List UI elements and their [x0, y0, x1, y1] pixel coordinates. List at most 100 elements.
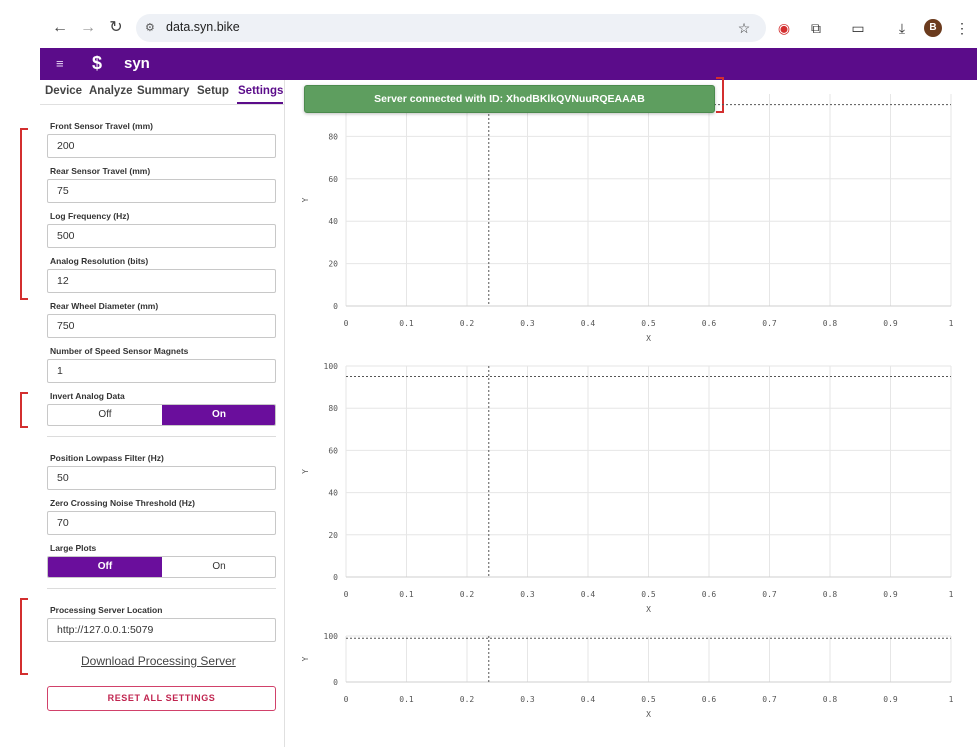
lowpass-label: Position Lowpass Filter (Hz)	[50, 453, 164, 463]
divider	[47, 436, 276, 437]
tab-search-icon[interactable]: ▭	[851, 20, 865, 36]
tab-settings[interactable]: Settings	[238, 85, 284, 97]
x-tick-label: 0.1	[399, 695, 414, 704]
tab-summary[interactable]: Summary	[137, 85, 190, 97]
invert-analog-off-option[interactable]: Off	[98, 409, 112, 420]
x-tick-label: 0.3	[520, 695, 535, 704]
x-tick-label: 0.2	[460, 590, 475, 599]
y-tick-label: 100	[324, 632, 339, 641]
y-axis-title: Y	[301, 197, 310, 202]
x-tick-label: 0.9	[883, 319, 898, 328]
kebab-menu-icon[interactable]: ⋮	[955, 20, 969, 36]
reload-icon[interactable]: ↻	[109, 19, 123, 36]
x-tick-label: 0.6	[702, 319, 717, 328]
x-tick-label: 1	[949, 590, 954, 599]
hamburger-menu-icon[interactable]: ≡	[56, 56, 64, 71]
front-travel-label: Front Sensor Travel (mm)	[50, 121, 153, 131]
zero-crossing-label: Zero Crossing Noise Threshold (Hz)	[50, 498, 195, 508]
annotation-bracket	[20, 128, 28, 300]
address-bar[interactable]: ⚙ data.syn.bike	[136, 14, 766, 42]
rear-travel-label: Rear Sensor Travel (mm)	[50, 166, 151, 176]
x-tick-label: 0.4	[581, 319, 596, 328]
server-location-label: Processing Server Location	[50, 605, 163, 615]
rear-wheel-diameter-input[interactable]: 750	[47, 314, 276, 338]
forward-arrow-icon[interactable]: →	[80, 19, 96, 36]
star-icon[interactable]: ☆	[737, 20, 751, 36]
x-tick-label: 0.4	[581, 695, 596, 704]
x-tick-label: 0.3	[520, 590, 535, 599]
browser-toolbar: ← → ↻ ⚙ data.syn.bike ☆ ◉ ⧉ ▭ ⤓ B ⋮	[40, 8, 977, 48]
large-plots-label: Large Plots	[50, 543, 97, 553]
annotation-bracket	[20, 598, 28, 675]
profile-avatar[interactable]: B	[924, 19, 942, 37]
y-tick-label: 60	[328, 446, 338, 455]
rear-wheel-diameter-label: Rear Wheel Diameter (mm)	[50, 301, 159, 311]
large-plots-on-option[interactable]: On	[212, 561, 226, 572]
zero-crossing-input[interactable]: 70	[47, 511, 276, 535]
back-arrow-icon[interactable]: ←	[52, 19, 68, 36]
y-tick-label: 80	[328, 132, 338, 141]
y-tick-label: 0	[333, 302, 338, 311]
reset-all-settings-button[interactable]: RESET ALL SETTINGS	[47, 686, 276, 711]
y-axis-title: Y	[301, 469, 310, 474]
extension-record-icon[interactable]: ◉	[777, 20, 791, 36]
analog-resolution-label: Analog Resolution (bits)	[50, 256, 149, 266]
logo-text: syn	[124, 55, 150, 72]
x-tick-label: 0.6	[702, 695, 717, 704]
lowpass-input[interactable]: 50	[47, 466, 276, 490]
extensions-puzzle-icon[interactable]: ⧉	[811, 20, 821, 36]
tab-setup[interactable]: Setup	[197, 85, 229, 97]
annotation-bracket	[716, 77, 724, 113]
x-tick-label: 0	[344, 590, 349, 599]
x-tick-label: 0.5	[641, 695, 656, 704]
x-tick-label: 0.9	[883, 695, 898, 704]
plots-area: 0 0.1 0.2 0.3 0.4 0.5 0.6 0.7 0.8 0.9 1 0 20 40 60 80 X Y…	[286, 80, 977, 747]
x-tick-label: 0.1	[399, 590, 414, 599]
url-text: data.syn.bike	[166, 20, 240, 34]
active-tab-indicator	[237, 102, 283, 104]
x-axis-title: X	[646, 334, 651, 343]
log-frequency-label: Log Frequency (Hz)	[50, 211, 130, 221]
front-travel-input[interactable]: 200	[47, 134, 276, 158]
tab-analyze[interactable]: Analyze	[89, 85, 133, 97]
x-tick-label: 0.7	[762, 319, 777, 328]
speed-magnets-label: Number of Speed Sensor Magnets	[50, 346, 189, 356]
y-tick-label: 60	[328, 175, 338, 184]
x-tick-label: 1	[949, 695, 954, 704]
y-axis-title: Y	[301, 656, 310, 661]
app-header: ≡ $ syn	[40, 48, 977, 80]
x-tick-label: 0.1	[399, 319, 414, 328]
syn-logo-icon: $	[92, 53, 103, 73]
y-tick-label: 80	[328, 404, 338, 413]
speed-magnets-input[interactable]: 1	[47, 359, 276, 383]
x-tick-label: 0.5	[641, 319, 656, 328]
x-tick-label: 0.9	[883, 590, 898, 599]
x-tick-label: 0.7	[762, 695, 777, 704]
server-location-input[interactable]: http://127.0.0.1:5079	[47, 618, 276, 642]
x-tick-label: 0	[344, 695, 349, 704]
x-tick-label: 0.2	[460, 319, 475, 328]
rear-travel-input[interactable]: 75	[47, 179, 276, 203]
invert-analog-label: Invert Analog Data	[50, 391, 125, 401]
log-frequency-input[interactable]: 500	[47, 224, 276, 248]
site-settings-icon[interactable]: ⚙	[145, 22, 155, 34]
large-plots-toggle[interactable]: Off On	[47, 556, 276, 578]
x-tick-label: 0.7	[762, 590, 777, 599]
large-plots-off-option[interactable]: Off	[48, 557, 162, 577]
invert-analog-toggle[interactable]: Off On	[47, 404, 276, 426]
x-tick-label: 0.8	[823, 590, 838, 599]
y-tick-label: 20	[328, 531, 338, 540]
x-tick-label: 0.4	[581, 590, 596, 599]
download-icon[interactable]: ⤓	[898, 20, 906, 36]
annotation-bracket	[20, 392, 28, 428]
x-tick-label: 1	[949, 319, 954, 328]
tab-device[interactable]: Device	[45, 85, 83, 97]
analog-resolution-input[interactable]: 12	[47, 269, 276, 293]
y-tick-label: 40	[328, 217, 338, 226]
x-tick-label: 0.8	[823, 319, 838, 328]
download-server-link[interactable]: Download Processing Server	[81, 654, 236, 668]
x-axis-title: X	[646, 710, 651, 719]
x-axis-title: X	[646, 605, 651, 614]
invert-analog-on-option[interactable]: On	[162, 405, 275, 425]
tab-bar: Device Analyze Summary Setup Settings	[40, 80, 285, 105]
